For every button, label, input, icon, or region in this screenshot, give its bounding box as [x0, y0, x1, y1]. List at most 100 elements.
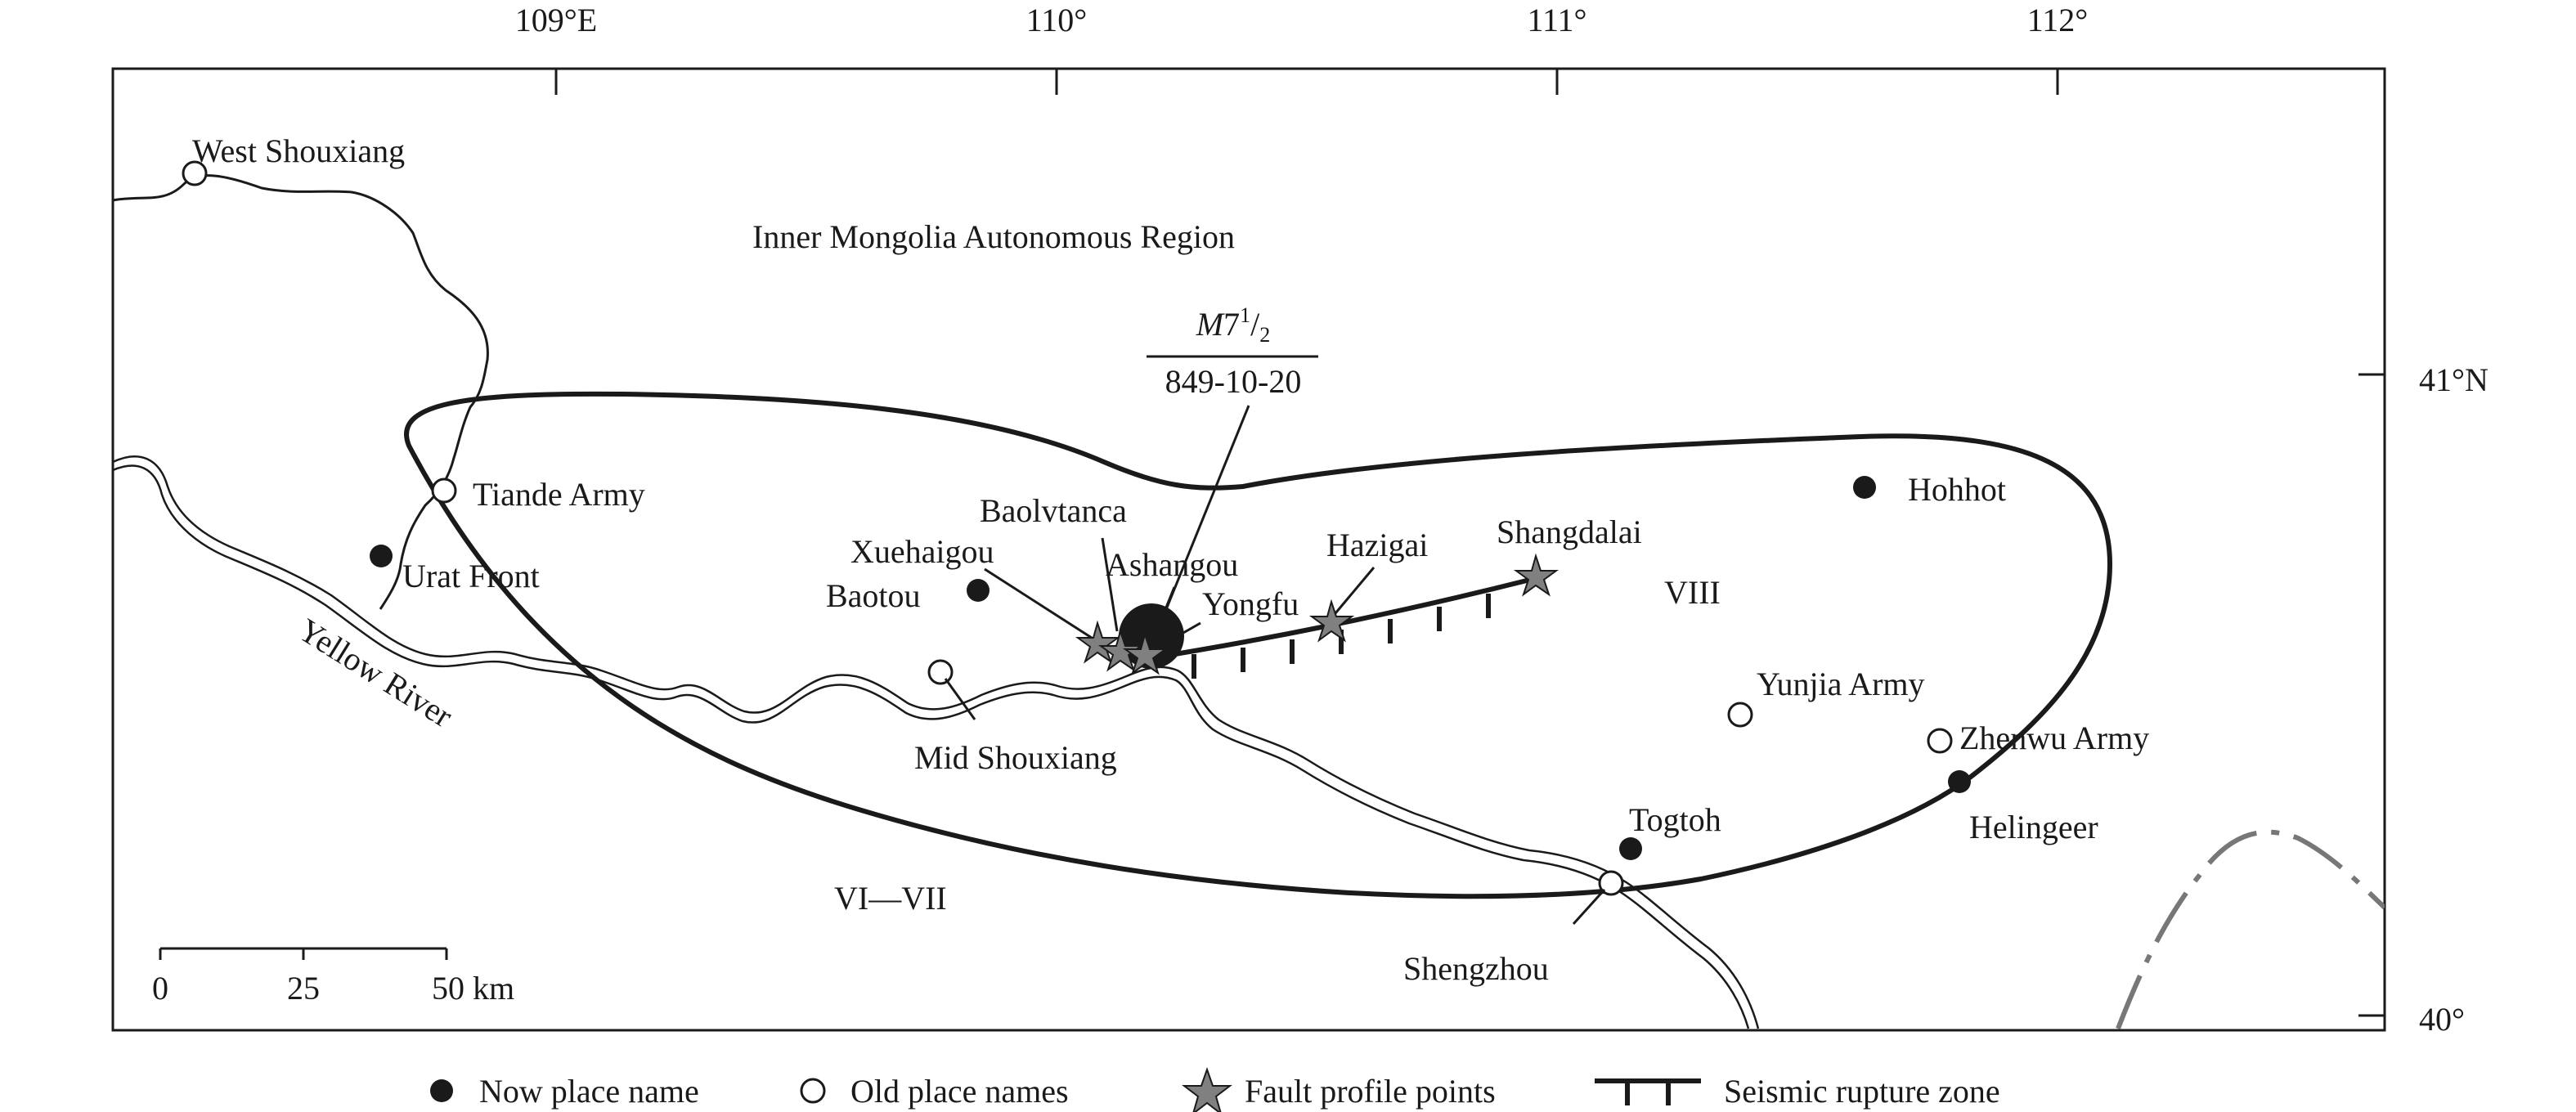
place-label: Togtoh	[1629, 801, 1721, 838]
place-baotou: Baotou	[826, 577, 990, 614]
legend-label: Now place name	[479, 1073, 699, 1110]
fault-profile-star	[1075, 620, 1121, 664]
place-label: Shangdalai	[1497, 513, 1642, 550]
legend-label: Fault profile points	[1245, 1073, 1496, 1110]
place-label: Urat Front	[402, 558, 540, 594]
old-place-marker	[927, 659, 954, 685]
place-leader	[944, 678, 976, 720]
map-frame	[111, 67, 2386, 1032]
place-leader	[1165, 621, 1201, 644]
profile-yongfu: Yongfu	[1165, 585, 1299, 644]
longitude-tick-labels: 109°E 110° 111° 112°	[515, 2, 2088, 38]
latitude-tick-labels: 41°N 40°	[2419, 361, 2488, 1038]
isoseismal-line-viii	[404, 391, 2113, 899]
legend-old-place: Old place names	[800, 1073, 1069, 1110]
magnitude-sub: 2	[1259, 323, 1270, 347]
legend: Now place name Old place names Fault pro…	[430, 1066, 2000, 1112]
region-label: Inner Mongolia Autonomous Region	[752, 218, 1235, 255]
magnitude-sup: 1	[1240, 303, 1250, 327]
magnitude-slash: /	[1250, 306, 1260, 343]
place-leader	[1330, 567, 1376, 619]
place-label: Baotou	[826, 577, 921, 614]
place-label: Yongfu	[1202, 585, 1299, 622]
place-label: Ashangou	[1106, 546, 1238, 583]
place-urat-front: Urat Front	[370, 545, 540, 594]
longitude-tick-112: 112°	[2027, 2, 2089, 38]
fault-profile-points: Xuehaigou Baolvtanca Ashangou Yongfu Haz…	[850, 492, 1642, 675]
profile-shangdalai: Shangdalai	[1497, 513, 1642, 597]
latitude-tick-41: 41°N	[2419, 361, 2488, 398]
profile-baolvtanca: Baolvtanca	[980, 492, 1144, 672]
longitude-tick-110: 110°	[1026, 2, 1088, 38]
legend-filled-circle-icon	[430, 1079, 453, 1102]
place-label: Yunjia Army	[1757, 666, 1925, 702]
scale-label-25: 25	[287, 970, 320, 1007]
now-places: Urat Front Baotou Hohhot Togtoh Helingee…	[370, 471, 2098, 860]
place-label: Xuehaigou	[850, 533, 994, 570]
river-label: Yellow River	[292, 611, 459, 734]
province-boundary	[2116, 829, 2385, 1030]
legend-open-circle-icon	[800, 1078, 826, 1104]
now-place-marker	[1948, 770, 1971, 793]
place-label: Baolvtanca	[980, 492, 1127, 529]
old-places: West Shouxiang Tiande Army Mid Shouxiang…	[182, 132, 2149, 987]
latitude-tick-40: 40°	[2419, 1001, 2465, 1038]
legend-now-place: Now place name	[430, 1073, 699, 1110]
frame-ticks	[554, 69, 2385, 1017]
place-leader	[1572, 888, 1606, 926]
old-place-marker	[1727, 702, 1753, 728]
scale-label-50: 50 km	[432, 970, 514, 1007]
place-label: Hohhot	[1908, 471, 2006, 508]
place-label: Helingeer	[1969, 809, 2098, 845]
place-label: Shengzhou	[1403, 950, 1549, 987]
place-togtoh: Togtoh	[1619, 801, 1721, 860]
place-leader	[1153, 586, 1176, 637]
legend-label: Old place names	[850, 1073, 1069, 1110]
fault-profile-star	[1122, 631, 1169, 675]
legend-fault-profile: Fault profile points	[1182, 1066, 1496, 1112]
now-place-marker	[370, 545, 393, 567]
old-place-marker	[182, 160, 208, 186]
legend-rupture-zone: Seismic rupture zone	[1595, 1073, 2000, 1110]
old-place-marker	[1927, 728, 1953, 754]
fault-profile-star	[1513, 553, 1560, 597]
legend-label: Seismic rupture zone	[1724, 1073, 2000, 1110]
place-label: Mid Shouxiang	[914, 739, 1117, 776]
place-tiande-army: Tiande Army	[431, 476, 645, 513]
place-label: Zhenwu Army	[1959, 720, 2149, 756]
place-label: Hazigai	[1326, 527, 1428, 563]
legend-rupture-icon	[1595, 1078, 1701, 1105]
now-place-marker	[1853, 476, 1876, 499]
legend-star-icon	[1182, 1066, 1232, 1112]
place-zhenwu-army: Zhenwu Army	[1927, 720, 2149, 756]
place-leader	[1101, 537, 1119, 632]
place-mid-shouxiang: Mid Shouxiang	[914, 659, 1117, 776]
earthquake-magnitude: M71/2	[1196, 303, 1270, 347]
place-yunjia-army: Yunjia Army	[1727, 666, 1925, 728]
place-hohhot: Hohhot	[1853, 471, 2006, 508]
longitude-tick-109: 109°E	[515, 2, 597, 38]
place-shengzhou: Shengzhou	[1403, 870, 1624, 987]
earthquake-date: 849-10-20	[1165, 363, 1302, 400]
border-line	[113, 174, 489, 610]
scale-label-0: 0	[152, 970, 168, 1007]
fault-profile-star	[1097, 628, 1144, 672]
place-west-shouxiang: West Shouxiang	[182, 132, 405, 186]
intensity-label-vi-vii: VI—VII	[834, 880, 947, 917]
place-helingeer: Helingeer	[1948, 770, 2098, 845]
magnitude-prefix: M	[1196, 306, 1226, 343]
old-place-marker	[1598, 870, 1624, 896]
longitude-tick-111: 111°	[1527, 2, 1586, 38]
fault-profile-star	[1308, 599, 1355, 643]
profile-ashangou: Ashangou	[1106, 546, 1238, 675]
magnitude-whole: 7	[1223, 306, 1240, 343]
now-place-marker	[1619, 837, 1642, 860]
place-leader	[984, 567, 1095, 641]
yellow-river	[113, 455, 1760, 1029]
profile-hazigai: Hazigai	[1308, 527, 1428, 643]
place-label: West Shouxiang	[192, 132, 405, 169]
old-place-marker	[431, 478, 457, 504]
place-label: Tiande Army	[473, 476, 645, 513]
scale-bar: 0 25 50 km	[152, 947, 514, 1007]
